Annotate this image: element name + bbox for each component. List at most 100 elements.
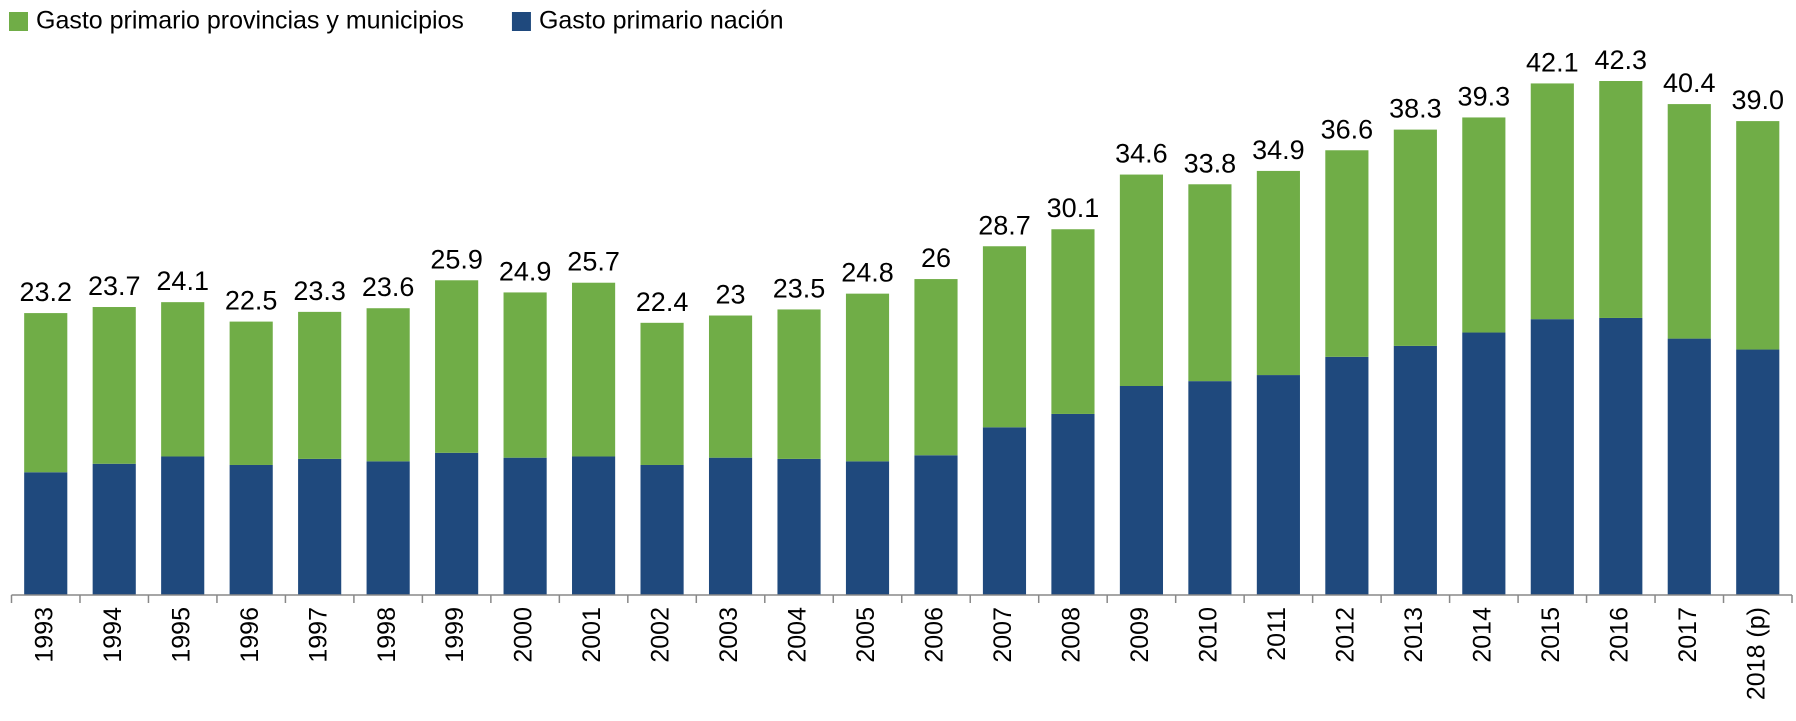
bar-segment	[366, 308, 410, 462]
total-label: 23.3	[293, 276, 346, 306]
bar-segment	[708, 457, 753, 595]
bar-segment	[572, 456, 616, 595]
x-tick-label: 2018 (p)	[1742, 607, 1770, 700]
total-label: 33.8	[1184, 148, 1237, 178]
bar-segment	[1325, 150, 1369, 357]
bar-segment	[1256, 170, 1300, 376]
total-label: 23.5	[773, 273, 826, 303]
total-label: 25.7	[567, 247, 620, 277]
x-tick-label: 2007	[989, 607, 1017, 663]
total-label: 30.1	[1047, 193, 1100, 223]
bar-segment	[1188, 381, 1232, 595]
x-tick-label: 2011	[1263, 607, 1291, 661]
total-label: 24.9	[499, 256, 552, 286]
bar-segment	[435, 452, 479, 595]
total-label: 23.6	[362, 272, 415, 302]
bar-segment	[1462, 332, 1506, 595]
total-label: 24.8	[841, 258, 894, 288]
bar-segment	[845, 461, 890, 595]
bar-segment	[503, 457, 547, 595]
total-label: 22.4	[636, 287, 689, 317]
bar-segment	[1530, 83, 1574, 320]
total-label: 34.9	[1252, 135, 1305, 165]
legend-swatch	[9, 12, 28, 31]
x-tick-label: 1997	[304, 607, 332, 663]
bar-segment	[1119, 174, 1164, 386]
x-tick-label: 1998	[373, 607, 401, 663]
bar-segment	[1393, 129, 1437, 346]
bar-segment	[92, 463, 136, 595]
bar-segment	[1667, 338, 1711, 595]
bar-segment	[161, 302, 205, 457]
x-tick-label: 2014	[1468, 607, 1496, 663]
bar-segment	[1599, 81, 1643, 318]
total-label: 42.3	[1595, 45, 1648, 75]
total-label: 24.1	[156, 266, 209, 296]
x-tick-label: 2012	[1331, 607, 1359, 663]
bar-segment	[572, 282, 616, 457]
x-tick-label: 2008	[1058, 607, 1086, 663]
bar-segment	[161, 456, 205, 595]
bar-segment	[435, 280, 479, 453]
total-label: 34.6	[1115, 139, 1168, 169]
bar-segment	[777, 309, 821, 459]
bar-segment	[1188, 184, 1232, 382]
bar-segment	[1667, 104, 1711, 339]
x-tick-label: 2000	[510, 607, 538, 663]
bar-segment	[640, 322, 684, 465]
bar-segment	[1119, 385, 1164, 595]
x-tick-label: 2009	[1126, 607, 1154, 663]
total-label: 40.4	[1663, 68, 1716, 98]
x-tick-label: 1994	[99, 607, 127, 663]
legend-swatch	[511, 12, 531, 31]
bar-segment	[1736, 349, 1780, 595]
bar-segment	[298, 311, 342, 459]
total-label: 42.1	[1526, 47, 1579, 77]
total-label: 39.3	[1458, 81, 1511, 111]
x-tick-label: 2001	[578, 607, 606, 663]
x-tick-label: 1993	[30, 607, 58, 663]
bar-segment	[503, 292, 547, 458]
x-tick-label: 2003	[715, 607, 743, 663]
bar-segment	[1325, 356, 1369, 595]
bar-segment	[1462, 117, 1506, 333]
bar-segment	[24, 313, 68, 473]
bar-segment	[298, 458, 342, 595]
x-tick-label: 2015	[1537, 607, 1565, 663]
bar-segment	[1393, 345, 1437, 595]
bar-segment	[92, 307, 136, 464]
total-label: 39.0	[1731, 85, 1784, 115]
x-tick-label: 2013	[1400, 607, 1428, 663]
bar-segment	[24, 472, 68, 595]
bar-segment	[229, 321, 273, 465]
total-label: 25.9	[430, 244, 483, 274]
bar-segment	[914, 455, 958, 595]
legend-label: Gasto primario provincias y municipios	[36, 7, 464, 35]
x-tick-label: 2006	[921, 607, 949, 663]
x-tick-label: 1999	[441, 607, 469, 663]
total-label: 26	[921, 243, 951, 273]
total-label: 36.6	[1321, 114, 1374, 144]
bar-segment	[914, 279, 958, 456]
bar-segment	[708, 315, 753, 458]
total-label: 22.5	[225, 286, 278, 316]
x-tick-label: 2017	[1674, 607, 1702, 663]
bar-segment	[982, 427, 1027, 595]
bar-segment	[1599, 317, 1643, 595]
bar-segment	[1051, 229, 1095, 414]
bar-segment	[982, 246, 1027, 428]
x-tick-label: 2010	[1195, 607, 1223, 663]
bar-segment	[1530, 319, 1574, 595]
bar-segment	[1051, 413, 1095, 595]
bar-segment	[640, 464, 684, 595]
bar-segment	[1736, 121, 1780, 350]
x-tick-label: 1996	[236, 607, 264, 663]
legend-label: Gasto primario nación	[539, 7, 784, 35]
bar-segment	[229, 464, 273, 595]
total-label: 23	[716, 280, 746, 310]
total-label: 28.7	[978, 210, 1031, 240]
bar-segment	[845, 293, 890, 462]
total-label: 23.2	[19, 277, 72, 307]
bar-segment	[777, 458, 821, 595]
